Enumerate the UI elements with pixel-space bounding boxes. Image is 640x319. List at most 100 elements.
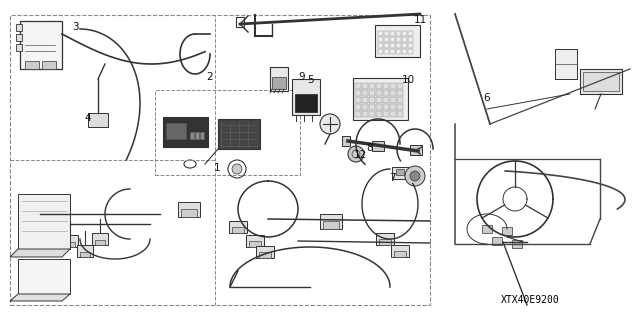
Bar: [16, 34, 22, 41]
Bar: [384, 37, 389, 42]
Bar: [390, 49, 395, 54]
Bar: [375, 25, 420, 57]
Bar: [369, 97, 375, 103]
Bar: [408, 49, 413, 54]
Bar: [320, 214, 342, 229]
Bar: [396, 43, 401, 48]
Text: 12: 12: [353, 150, 367, 160]
Bar: [408, 37, 413, 42]
Bar: [555, 49, 577, 79]
Circle shape: [405, 166, 425, 186]
Bar: [410, 145, 422, 155]
Bar: [376, 97, 382, 103]
Bar: [390, 104, 396, 110]
Bar: [391, 245, 409, 257]
Bar: [25, 61, 39, 69]
Bar: [383, 111, 389, 117]
Bar: [383, 83, 389, 89]
Bar: [65, 242, 75, 247]
Bar: [369, 83, 375, 89]
Bar: [378, 37, 383, 42]
Bar: [355, 83, 361, 89]
Bar: [384, 49, 389, 54]
Bar: [10, 15, 430, 305]
Bar: [408, 43, 413, 48]
Bar: [323, 221, 339, 229]
Bar: [378, 31, 383, 36]
Bar: [272, 77, 286, 89]
Text: XTX40E9200: XTX40E9200: [500, 295, 559, 305]
Bar: [390, 43, 395, 48]
Bar: [256, 246, 274, 258]
Bar: [580, 69, 622, 94]
Circle shape: [410, 171, 420, 181]
Bar: [369, 111, 375, 117]
Bar: [362, 104, 368, 110]
Polygon shape: [18, 259, 70, 294]
Bar: [390, 97, 396, 103]
Bar: [376, 90, 382, 96]
Bar: [396, 37, 401, 42]
Bar: [295, 94, 317, 112]
Bar: [369, 90, 375, 96]
Circle shape: [320, 114, 340, 134]
Bar: [270, 67, 288, 91]
Bar: [390, 83, 396, 89]
Bar: [92, 233, 108, 245]
Bar: [378, 49, 383, 54]
Bar: [372, 141, 384, 151]
Bar: [397, 111, 403, 117]
Bar: [390, 90, 396, 96]
Bar: [88, 113, 108, 127]
Bar: [502, 227, 512, 235]
Bar: [397, 104, 403, 110]
Bar: [236, 17, 244, 27]
Bar: [190, 132, 194, 139]
Bar: [397, 83, 403, 89]
Bar: [583, 72, 619, 91]
Bar: [292, 79, 320, 115]
Bar: [402, 31, 407, 36]
Bar: [355, 97, 361, 103]
Text: 11: 11: [413, 15, 427, 25]
Bar: [200, 132, 204, 139]
Bar: [390, 111, 396, 117]
Bar: [397, 90, 403, 96]
Text: 9: 9: [299, 72, 305, 82]
Bar: [178, 202, 200, 217]
Bar: [369, 104, 375, 110]
Bar: [166, 123, 186, 139]
Bar: [155, 90, 300, 175]
Bar: [379, 239, 391, 245]
Text: 8: 8: [367, 143, 373, 153]
Bar: [396, 169, 404, 175]
Bar: [408, 31, 413, 36]
Bar: [232, 227, 244, 233]
Circle shape: [348, 146, 364, 162]
Text: 5: 5: [307, 75, 314, 85]
Polygon shape: [10, 249, 70, 257]
Bar: [163, 117, 208, 147]
Bar: [342, 136, 350, 146]
Text: 1: 1: [214, 163, 220, 173]
Bar: [396, 49, 401, 54]
Bar: [376, 104, 382, 110]
Text: 7: 7: [388, 173, 396, 183]
Bar: [42, 61, 56, 69]
Bar: [62, 235, 78, 247]
Bar: [181, 209, 197, 217]
Bar: [402, 43, 407, 48]
Bar: [390, 37, 395, 42]
Bar: [396, 31, 401, 36]
Circle shape: [232, 164, 242, 174]
Bar: [376, 111, 382, 117]
Text: 2: 2: [207, 72, 213, 82]
Text: 10: 10: [401, 75, 415, 85]
Bar: [355, 111, 361, 117]
Bar: [362, 111, 368, 117]
Bar: [259, 252, 271, 258]
Bar: [16, 24, 22, 31]
Bar: [392, 167, 408, 179]
Bar: [77, 245, 93, 257]
Bar: [376, 233, 394, 245]
